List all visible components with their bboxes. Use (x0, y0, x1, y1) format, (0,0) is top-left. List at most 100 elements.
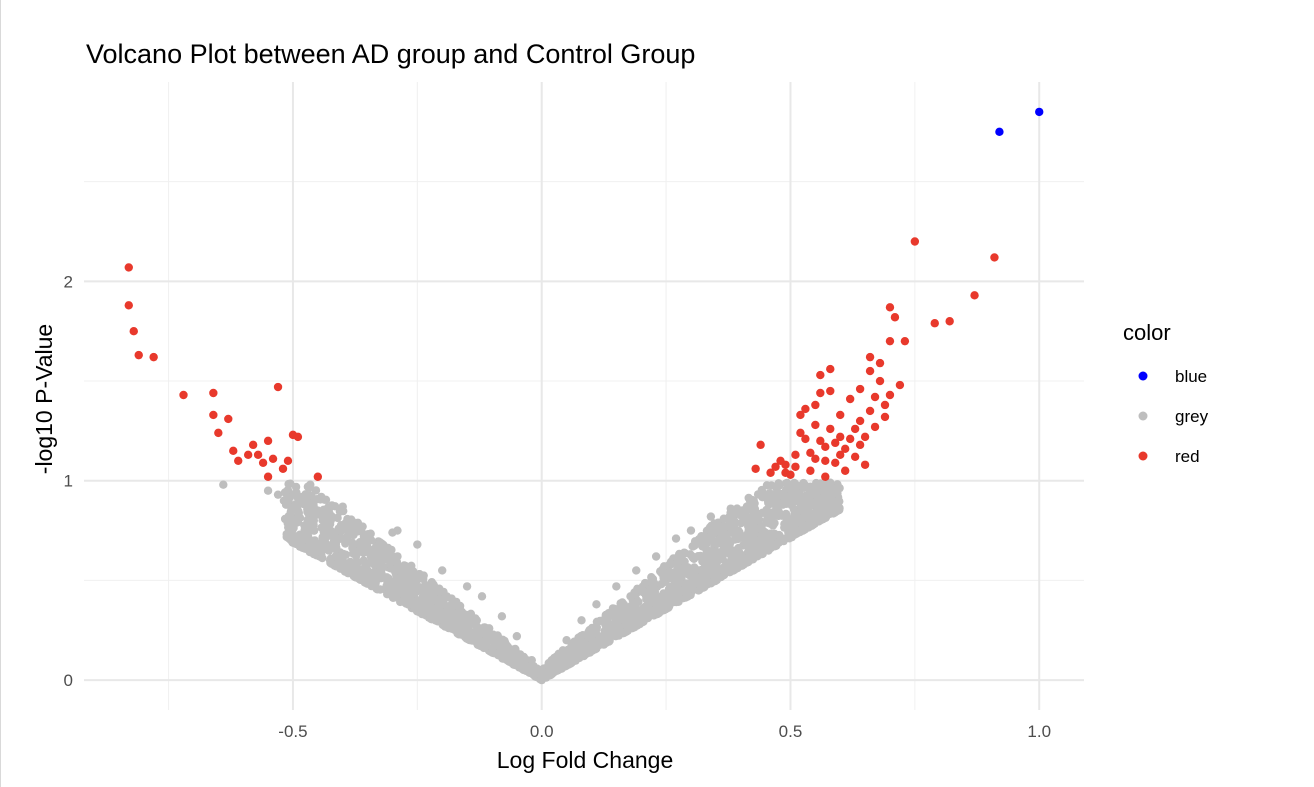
grey-point (433, 611, 442, 620)
red-point (124, 263, 133, 272)
red-point (806, 448, 815, 458)
grey-point (429, 580, 438, 589)
red-point (865, 366, 875, 376)
red-point (229, 446, 238, 456)
red-point (771, 462, 780, 471)
red-point (850, 424, 860, 434)
red-point (258, 458, 268, 467)
grey-point (696, 551, 705, 561)
grey-point (745, 556, 754, 565)
red-point (826, 364, 835, 374)
grey-point (288, 517, 297, 526)
grey-point (359, 556, 368, 565)
grey-point (516, 660, 525, 669)
grey-point (753, 538, 762, 548)
red-point (209, 388, 218, 398)
grey-point (512, 632, 522, 641)
grey-point (375, 546, 385, 555)
grey-point (273, 490, 283, 499)
grey-point (406, 584, 415, 594)
grey-point (303, 482, 313, 491)
red-point (268, 454, 278, 463)
grey-point (348, 543, 357, 553)
red-point (224, 414, 233, 424)
grey-point (581, 648, 590, 657)
grey-point (826, 478, 835, 487)
grey-point (263, 486, 273, 495)
grey-point (780, 523, 789, 532)
grey-point (683, 563, 693, 572)
legend-key-red (1138, 451, 1148, 461)
grey-point (413, 540, 422, 549)
grey-point (726, 528, 736, 537)
grey-point (592, 623, 601, 632)
grey-point (291, 482, 301, 492)
grey-point (804, 512, 814, 522)
grey-point (562, 636, 571, 645)
grey-point (775, 490, 784, 500)
blue-point (1035, 107, 1044, 117)
red-point (880, 400, 890, 410)
grey-point (833, 489, 842, 498)
grey-point (603, 615, 612, 625)
grey-point (755, 515, 764, 525)
blue-point (995, 127, 1004, 137)
grey-point (664, 603, 673, 612)
grey-point (627, 614, 636, 623)
grey-point (287, 529, 297, 539)
legend-title: color (1123, 320, 1171, 345)
red-point (910, 237, 920, 246)
red-point (124, 301, 133, 310)
red-point (821, 472, 830, 481)
grey-point (658, 593, 667, 602)
grey-point (675, 572, 684, 581)
grey-point (502, 647, 511, 656)
grey-point (313, 506, 323, 515)
grey-point (746, 513, 755, 522)
grey-point (457, 623, 466, 633)
legend-label-red: red (1175, 447, 1200, 466)
grey-point (438, 566, 447, 575)
red-point (801, 404, 810, 414)
grey-point (546, 662, 556, 671)
grey-point (468, 636, 477, 645)
grey-point (284, 479, 293, 489)
grey-point (295, 537, 305, 546)
red-point (875, 358, 885, 368)
grey-point (705, 562, 715, 572)
red-point (885, 390, 895, 400)
red-point (149, 352, 158, 362)
grey-point (393, 526, 402, 535)
grey-point (601, 638, 611, 648)
grey-point (725, 512, 734, 522)
grey-point (828, 499, 837, 508)
grey-point (770, 529, 779, 538)
red-point (283, 456, 293, 465)
grey-point (547, 655, 556, 665)
grey-point (656, 567, 665, 576)
series-blue-points (995, 107, 1044, 137)
grey-point (678, 549, 687, 559)
grey-point (309, 516, 318, 526)
red-point (885, 336, 895, 346)
red-point (751, 464, 760, 473)
grey-point (726, 504, 735, 513)
red-point (816, 388, 825, 398)
grey-point (362, 537, 371, 546)
grey-point (696, 579, 706, 588)
window-left-edge (0, 0, 1, 787)
grey-point (452, 616, 461, 625)
grey-point (753, 490, 763, 499)
grey-point (738, 506, 747, 515)
red-point (786, 470, 795, 479)
grey-point (348, 560, 357, 570)
grey-point (796, 500, 805, 509)
grey-point (780, 534, 790, 543)
grey-point (786, 484, 795, 493)
red-point (970, 291, 979, 300)
grey-point (592, 600, 601, 609)
grey-point (781, 510, 791, 519)
grey-point (692, 565, 701, 574)
grey-point (476, 629, 485, 639)
red-point (214, 428, 223, 438)
